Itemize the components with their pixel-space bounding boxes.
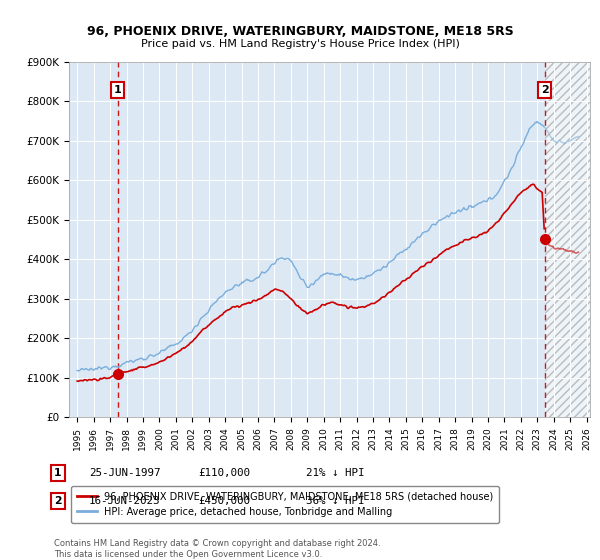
Text: 36% ↓ HPI: 36% ↓ HPI xyxy=(306,496,365,506)
Legend: 96, PHOENIX DRIVE, WATERINGBURY, MAIDSTONE, ME18 5RS (detached house), HPI: Aver: 96, PHOENIX DRIVE, WATERINGBURY, MAIDSTO… xyxy=(71,486,499,522)
Text: 2: 2 xyxy=(541,85,548,95)
Text: 25-JUN-1997: 25-JUN-1997 xyxy=(89,468,160,478)
Text: £450,000: £450,000 xyxy=(198,496,250,506)
Text: 21% ↓ HPI: 21% ↓ HPI xyxy=(306,468,365,478)
Bar xyxy=(545,62,590,417)
Text: 2: 2 xyxy=(54,496,62,506)
Text: Contains HM Land Registry data © Crown copyright and database right 2024.
This d: Contains HM Land Registry data © Crown c… xyxy=(54,539,380,559)
Text: 1: 1 xyxy=(114,85,122,95)
Text: Price paid vs. HM Land Registry's House Price Index (HPI): Price paid vs. HM Land Registry's House … xyxy=(140,39,460,49)
Text: £110,000: £110,000 xyxy=(198,468,250,478)
Text: 16-JUN-2023: 16-JUN-2023 xyxy=(89,496,160,506)
Bar xyxy=(545,62,590,417)
Text: 1: 1 xyxy=(54,468,62,478)
Text: 96, PHOENIX DRIVE, WATERINGBURY, MAIDSTONE, ME18 5RS: 96, PHOENIX DRIVE, WATERINGBURY, MAIDSTO… xyxy=(86,25,514,38)
